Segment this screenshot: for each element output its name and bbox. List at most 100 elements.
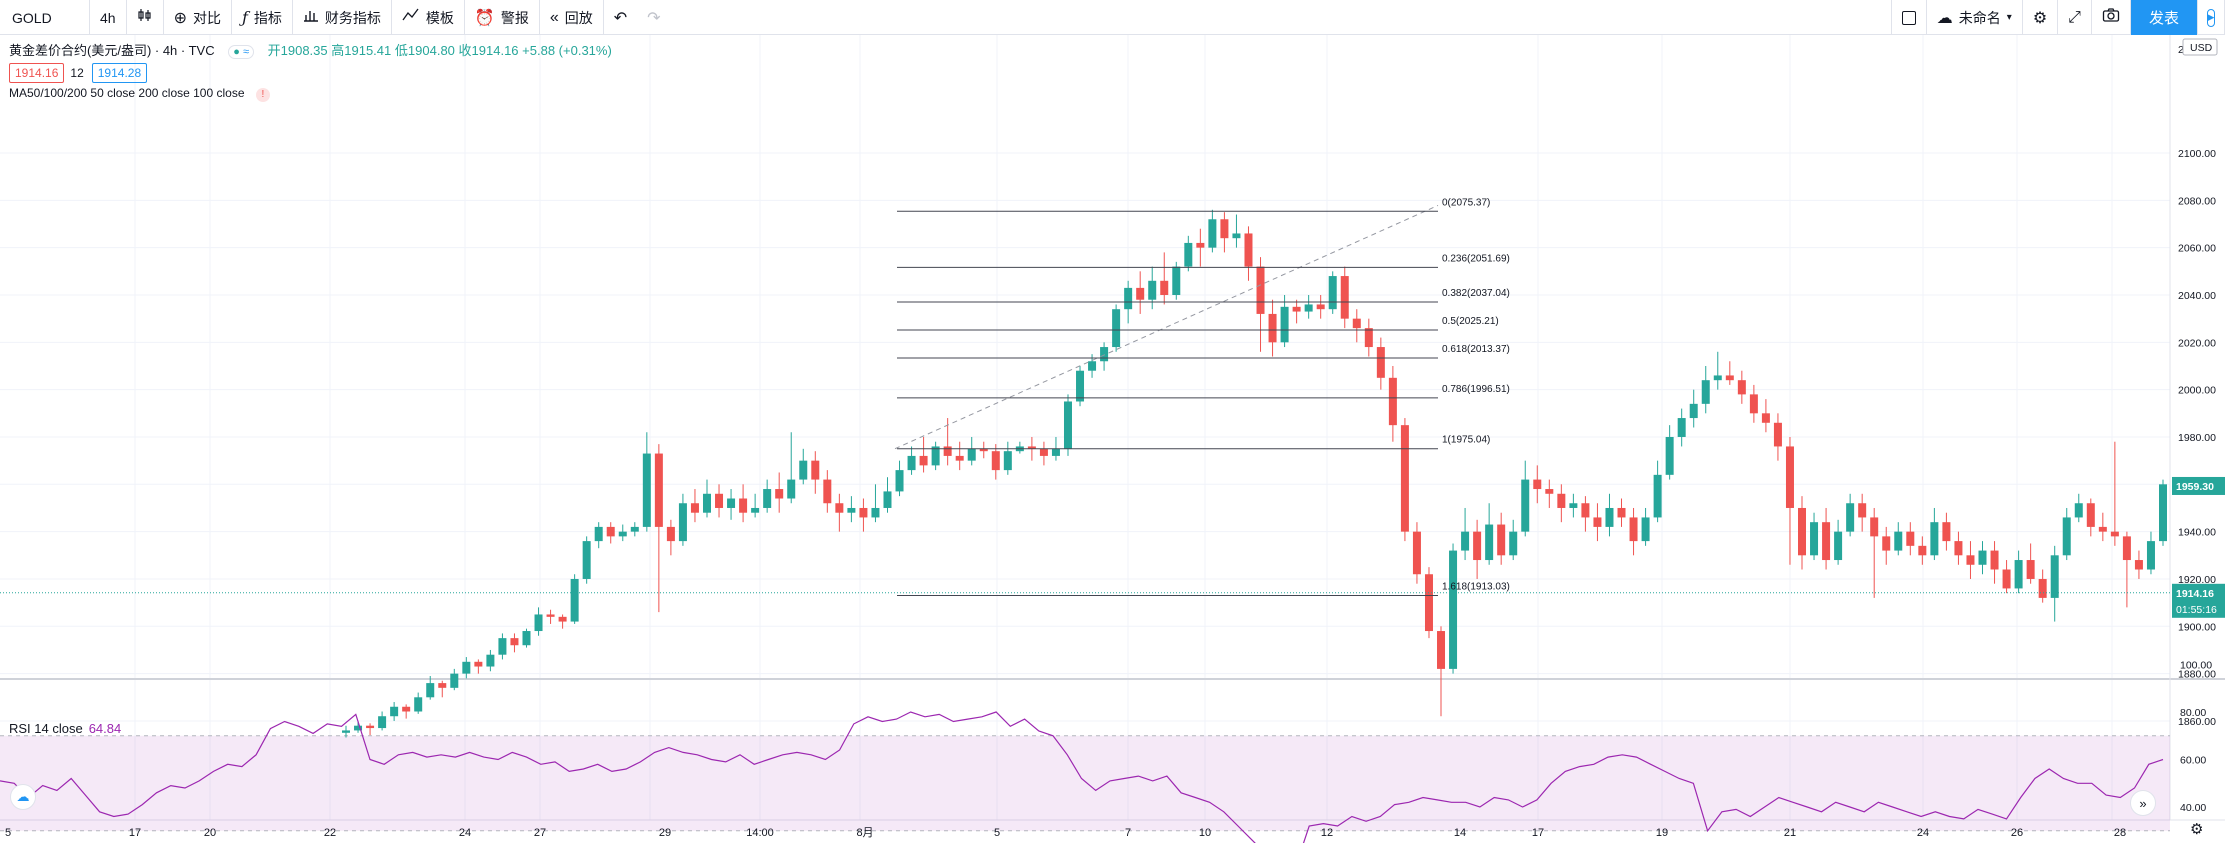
ask-badge[interactable]: 1914.28 — [91, 63, 148, 83]
candle-body — [2134, 560, 2143, 570]
templates-button[interactable]: 模板 — [392, 0, 465, 35]
time-tick-label: 17 — [129, 827, 141, 839]
candle-body — [1713, 375, 1722, 381]
price-tick-label: 1860.00 — [2178, 716, 2216, 728]
candle-body — [1701, 380, 1710, 404]
candle-body — [666, 526, 675, 542]
candle-body — [570, 578, 579, 622]
rewind-icon: « — [549, 8, 559, 26]
candle-body — [1051, 448, 1060, 456]
top-toolbar: GOLD 4h ⊕ 对比 ƒ 指标 财务指标 模板 ⏰ 警报 « 回放 ↶ ↷ ☁ 未命名… — [0, 0, 2225, 35]
undo-button[interactable]: ↶ — [604, 0, 637, 35]
time-tick-label: 5 — [5, 827, 11, 839]
bid-ask-row: 1914.16 12 1914.28 — [9, 63, 153, 83]
fullscreen-button[interactable]: ⤢ — [2058, 0, 2092, 35]
price-tick-label: 2100.00 — [2178, 148, 2216, 160]
symbol-search[interactable]: GOLD — [0, 0, 90, 35]
candle-body — [1485, 524, 1494, 561]
bid-badge[interactable]: 1914.16 — [9, 63, 65, 83]
compare-button[interactable]: ⊕ 对比 — [164, 0, 232, 35]
play-button[interactable]: ▶ — [2197, 0, 2225, 35]
candle-body — [486, 654, 495, 667]
interval-selector[interactable]: 4h — [90, 0, 127, 35]
ma-label: MA50/100/200 50 close 200 close 100 clos… — [9, 86, 245, 100]
chart-area[interactable]: 0(2075.37) 0.236(2051.69) 0.382(2037.04) 0.… — [0, 35, 2225, 843]
candle-body — [955, 455, 964, 461]
redo-button[interactable]: ↷ — [637, 0, 670, 35]
candle-body — [1966, 555, 1975, 565]
time-tick-label: 14 — [1454, 827, 1466, 839]
time-tick-label: 7 — [1125, 827, 1131, 839]
time-tick-label: 17 — [1532, 827, 1544, 839]
financials-button[interactable]: 财务指标 — [293, 0, 392, 35]
plus-circle-icon: ⊕ — [173, 9, 187, 27]
candle-body — [462, 661, 471, 674]
open-label: 开 — [267, 43, 281, 58]
candle-body — [1509, 531, 1518, 556]
error-icon[interactable]: ! — [255, 88, 270, 102]
time-tick-label: 8月 — [856, 827, 873, 839]
candle-body — [1136, 287, 1145, 300]
price-tick-label: 1980.00 — [2178, 432, 2216, 444]
rsi-tick-label: 60.00 — [2180, 755, 2206, 767]
candle-body — [1545, 489, 1554, 494]
scroll-to-realtime-button[interactable]: » — [2130, 790, 2156, 816]
candle-body — [654, 453, 663, 527]
snapshot-button[interactable] — [2092, 0, 2131, 35]
indicators-button[interactable]: ƒ 指标 — [232, 0, 293, 35]
layout-name-label: 未命名 — [1958, 9, 2001, 26]
rsi-legend[interactable]: RSI 14 close 64.84 — [9, 721, 121, 736]
alarm-clock-icon: ⏰ — [474, 9, 495, 27]
axis-settings-button[interactable]: ⚙ — [2190, 820, 2203, 838]
candle-body — [558, 616, 567, 622]
current-price-badge — [2172, 583, 2225, 618]
rsi-label: RSI 14 close — [9, 721, 83, 736]
countdown-label: 01:55:16 — [2176, 604, 2217, 616]
candle-body — [1424, 574, 1433, 632]
candle-body — [2074, 503, 2083, 518]
spread-value: 12 — [70, 66, 84, 80]
low-value: 1904.80 — [407, 43, 455, 58]
candle-body — [931, 446, 940, 466]
candle-body — [390, 706, 399, 717]
settings-button[interactable]: ⚙ — [2023, 0, 2059, 35]
candle-body — [2026, 560, 2035, 579]
template-icon — [402, 7, 420, 28]
ma-legend[interactable]: MA50/100/200 50 close 200 close 100 clos… — [9, 86, 270, 102]
camera-icon — [2102, 7, 2120, 28]
chart-canvas[interactable]: 0(2075.37) 0.236(2051.69) 0.382(2037.04) 0.… — [0, 35, 2225, 843]
candle-body — [1039, 448, 1048, 456]
candle-body — [498, 638, 507, 655]
fullscreen-toggle[interactable] — [1890, 0, 1927, 35]
time-tick-label: 10 — [1199, 827, 1211, 839]
candle-body — [1557, 493, 1566, 508]
visibility-toggle[interactable]: ● ≈ — [228, 45, 254, 59]
candle-body — [1725, 375, 1734, 381]
candle-body — [1328, 276, 1337, 310]
candle-body — [1918, 545, 1927, 556]
publish-button[interactable]: 发表 — [2130, 0, 2197, 35]
chart-type-button[interactable] — [127, 0, 164, 35]
alert-button[interactable]: ⏰ 警报 — [465, 0, 540, 35]
candle-body — [1617, 507, 1626, 518]
candles-icon — [137, 7, 153, 28]
candle-body — [1581, 503, 1590, 518]
gear-icon: ⚙ — [2190, 821, 2204, 838]
candle-body — [534, 614, 543, 632]
candle-body — [1749, 394, 1758, 414]
candle-body — [2002, 569, 2011, 589]
cursor-price-badge — [2172, 476, 2225, 495]
candle-body — [763, 489, 772, 508]
candle-body — [1942, 522, 1951, 542]
candle-body — [594, 526, 603, 542]
time-tick-label: 24 — [1917, 827, 1929, 839]
candle-body — [1870, 517, 1879, 537]
symbol-title[interactable]: 黄金差价合约(美元/盎司) · 4h · TVC — [9, 43, 215, 58]
fib-trend-line — [894, 204, 1439, 450]
candle-body — [751, 507, 760, 513]
tradingview-logo-button[interactable]: ☁ — [10, 784, 36, 810]
replay-button[interactable]: « 回放 — [540, 0, 604, 35]
layout-name-button[interactable]: ☁ 未命名 ▾ — [1927, 0, 2023, 35]
candle-body — [402, 706, 411, 712]
currency-badge — [2182, 38, 2218, 56]
